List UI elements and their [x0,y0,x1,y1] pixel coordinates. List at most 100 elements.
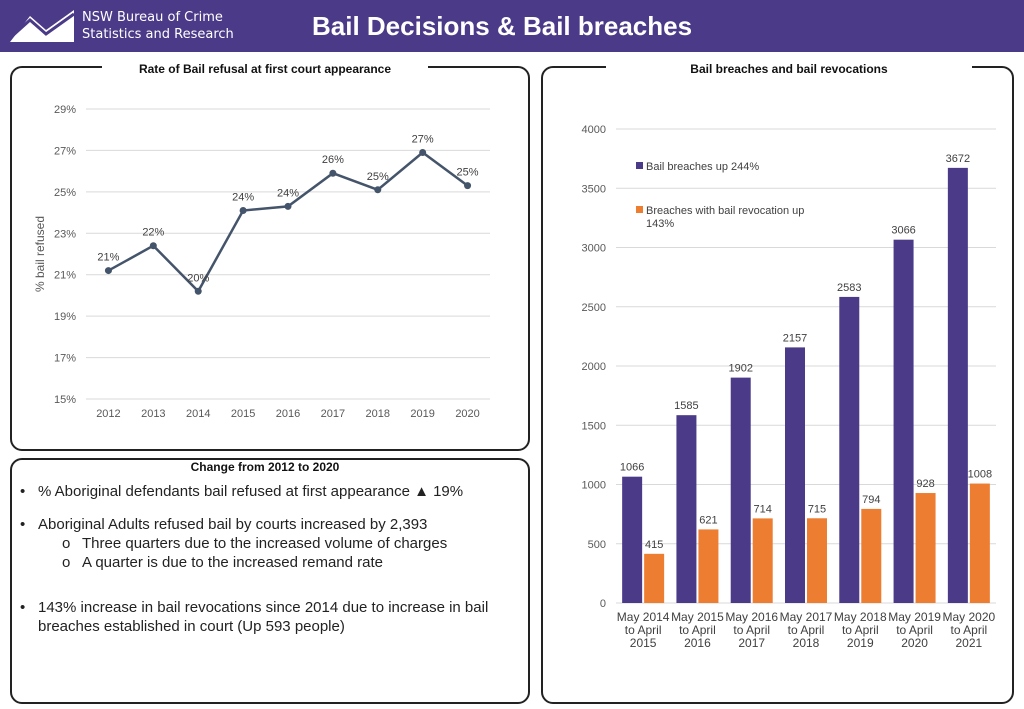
x-tick-label: 2012 [96,408,120,420]
legend-label-revocations: Breaches with bail revocation up [646,205,804,217]
legend-swatch-revocations [636,206,643,213]
y-tick-label: 19% [54,311,76,323]
data-label: 1902 [728,363,752,375]
y-tick-label: 1500 [582,420,606,432]
x-tick-label: 2018 [366,408,390,420]
org-name: NSW Bureau of Crime Statistics and Resea… [82,9,234,43]
data-point [464,182,472,190]
change-subitem-text: A quarter is due to the increased remand… [82,554,384,571]
bar-revocations [915,493,936,603]
data-point [374,186,382,194]
change-item-adults-refused: • Aboriginal Adults refused bail by cour… [18,515,528,534]
changes-title: Change from 2012 to 2020 [102,460,428,474]
x-tick-label: May 2016 [725,610,778,624]
data-label: 24% [232,192,254,204]
x-tick-label: to April [896,623,933,637]
bullet-marker: • [20,516,26,533]
x-tick-label: 2018 [793,636,820,650]
data-point [149,242,157,250]
bar-revocations [698,529,719,603]
x-tick-label: to April [733,623,770,637]
bar-revocations [752,518,773,603]
changes-list: • % Aboriginal defendants bail refused a… [18,482,528,640]
change-item-text: % Aboriginal defendants bail refused at … [38,483,464,500]
y-tick-label: 500 [588,539,606,551]
bar-breaches [947,167,968,604]
x-tick-label: May 2017 [780,610,833,624]
bocsar-logo-icon [8,10,75,42]
x-tick-label: to April [842,623,879,637]
x-tick-label: 2017 [738,636,765,650]
x-tick-label: May 2014 [617,610,670,624]
data-point [194,287,202,295]
bar-breaches [785,347,805,603]
data-label: 25% [457,167,479,179]
data-label: 928 [916,478,934,490]
org-name-line1: NSW Bureau of Crime [82,10,223,25]
bullet-marker: • [20,599,26,616]
line-chart-panel [10,66,530,451]
data-point [284,202,292,210]
data-label: 26% [322,154,344,166]
data-label: 415 [645,539,663,551]
change-item-revocations: • 143% increase in bail revocations sinc… [18,598,528,636]
change-item-text: Aboriginal Adults refused bail by courts… [38,516,428,533]
sub-bullet-marker: o [62,554,71,571]
x-tick-label: to April [625,623,662,637]
legend-label-revocations-line2: 143% [646,218,674,230]
change-item-text-line2: breaches established in court (Up 593 pe… [38,618,345,635]
series-line [107,150,469,294]
org-name-line2: Statistics and Research [82,27,234,42]
x-tick-label: May 2019 [888,610,941,624]
page-title: Bail Decisions & Bail breaches [312,11,693,41]
x-tick-label: May 2015 [671,610,724,624]
data-label: 1008 [968,469,992,481]
data-label: 27% [412,134,434,146]
y-tick-label: 0 [600,598,606,610]
y-tick-label: 21% [54,270,76,282]
data-label: 21% [97,252,119,264]
data-label: 20% [187,272,209,284]
line-chart: 15% 17% 19% 21% 23% 25% 27% 29% 2012 2013 2014 2015… [33,104,490,420]
data-label: 1585 [674,400,698,412]
bar-breaches [730,377,751,603]
x-tick-label: 2020 [455,408,479,420]
sub-bullet-marker: o [62,535,71,552]
y-tick-label: 25% [54,187,76,199]
x-tick-label: 2016 [684,636,711,650]
x-tick-label: 2015 [630,636,657,650]
y-tick-label: 23% [54,228,76,240]
change-item-aboriginal-rate: • % Aboriginal defendants bail refused a… [18,482,528,501]
bar-breaches [676,415,697,603]
change-subitem-remand: o A quarter is due to the increased rema… [18,553,528,572]
header-bar: NSW Bureau of Crime Statistics and Resea… [0,0,1024,52]
y-tick-label: 1000 [582,480,606,492]
change-subitem-volume: o Three quarters due to the increased vo… [18,534,528,553]
x-tick-label: 2017 [321,408,345,420]
changes-panel [10,458,530,704]
y-tick-label: 3500 [582,183,606,195]
x-tick-label: to April [788,623,825,637]
bar-breaches [622,476,643,603]
data-label: 25% [367,171,389,183]
x-tick-label: 2013 [141,408,165,420]
y-tick-label: 27% [54,145,76,157]
x-tick-label: 2019 [410,408,434,420]
data-label: 22% [142,227,164,239]
data-label: 2157 [783,332,807,344]
data-point [419,149,427,156]
x-tick-label: 2020 [901,636,928,650]
data-point [104,267,112,275]
data-point [329,169,337,177]
data-label: 621 [699,514,717,526]
y-tick-label: 4000 [582,124,606,136]
data-label: 3066 [891,225,915,237]
legend-label-breaches: Bail breaches up 244% [646,161,759,173]
data-label: 24% [277,187,299,199]
bar-revocations [807,518,827,603]
x-tick-label: 2019 [847,636,874,650]
y-tick-label: 3000 [582,243,606,255]
data-label: 2583 [837,282,861,294]
x-tick-label: to April [679,623,716,637]
bar-chart: 0 500 1000 1500 2000 2500 3000 3500 4000 1066 415 M… [582,124,996,650]
